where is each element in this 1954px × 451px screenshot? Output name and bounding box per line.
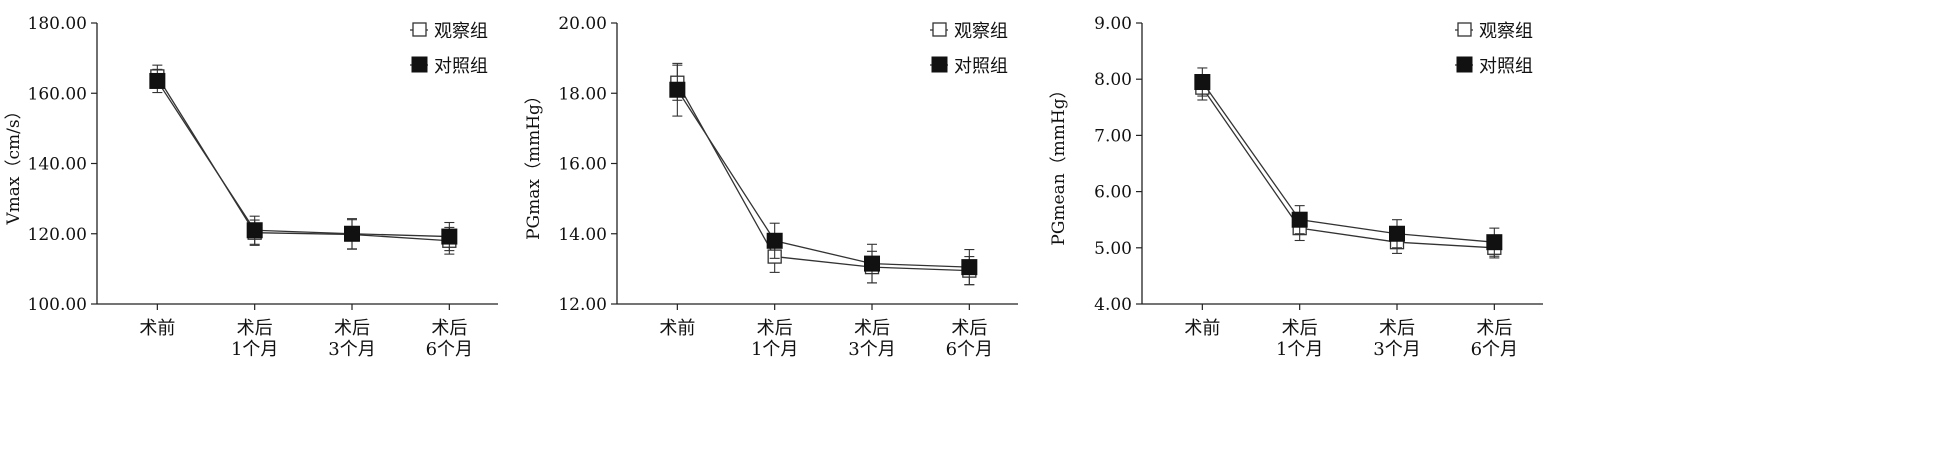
series-line bbox=[676, 82, 970, 272]
x-tick-label: 术前 bbox=[1184, 318, 1220, 339]
legend-marker-open bbox=[1457, 22, 1472, 37]
series-observation bbox=[150, 64, 457, 255]
y-tick-label: 14.00 bbox=[558, 225, 607, 245]
x-tick-label: 术前 bbox=[139, 318, 175, 339]
data-point bbox=[669, 81, 686, 98]
x-tick-label: 术后 bbox=[1282, 318, 1318, 339]
y-tick-label: 20.00 bbox=[558, 14, 607, 34]
data-point bbox=[149, 72, 166, 89]
data-point bbox=[344, 225, 361, 242]
y-tick-label: 180.00 bbox=[28, 14, 87, 34]
data-point bbox=[961, 259, 978, 276]
chart-panel-3: 4.00 5.00 6.00 7.00 8.00 9.00 PGmean（mmHg） 术前 术后… bbox=[1049, 14, 1543, 360]
y-axis-label: PGmean（mmHg） bbox=[1049, 81, 1069, 245]
data-point bbox=[1291, 211, 1308, 228]
y-tick-label: 12.00 bbox=[558, 295, 607, 315]
y-tick-label: 8.00 bbox=[1094, 70, 1132, 90]
x-tick-label: 术后 bbox=[951, 318, 987, 339]
series-control bbox=[1194, 67, 1503, 257]
legend-label-observation: 观察组 bbox=[954, 21, 1008, 42]
series-line bbox=[156, 80, 450, 238]
x-tick-label: 术前 bbox=[659, 318, 695, 339]
x-tick-label: 术后 bbox=[334, 318, 370, 339]
legend-marker-filled bbox=[931, 56, 948, 73]
x-tick-label: 术后 bbox=[237, 318, 273, 339]
data-point bbox=[864, 255, 881, 272]
y-tick-label: 7.00 bbox=[1094, 126, 1132, 146]
y-tick-label: 160.00 bbox=[28, 84, 87, 104]
legend-label-control: 对照组 bbox=[434, 56, 488, 77]
x-tick-label: 3个月 bbox=[328, 339, 375, 360]
x-tick-label: 1个月 bbox=[1276, 339, 1323, 360]
y-tick-label: 120.00 bbox=[28, 225, 87, 245]
chart-panel-1: 100.00 120.00 140.00 160.00 180.00 Vmax（cm/s）… bbox=[4, 14, 498, 360]
legend-label-control: 对照组 bbox=[1479, 56, 1533, 77]
data-point bbox=[766, 232, 783, 249]
legend-marker-filled bbox=[1456, 56, 1473, 73]
x-tick-label: 6个月 bbox=[946, 339, 993, 360]
legend-marker-open bbox=[932, 22, 947, 37]
data-point bbox=[1486, 234, 1503, 251]
y-tick-label: 18.00 bbox=[558, 84, 607, 104]
x-tick-label: 术后 bbox=[431, 318, 467, 339]
x-tick-label: 术后 bbox=[854, 318, 890, 339]
x-tick-label: 1个月 bbox=[751, 339, 798, 360]
data-point bbox=[441, 228, 458, 245]
x-tick-label: 3个月 bbox=[1373, 339, 1420, 360]
y-axis-label: Vmax（cm/s） bbox=[4, 102, 24, 225]
series-line bbox=[676, 89, 970, 268]
data-point bbox=[1389, 225, 1406, 242]
x-tick-label: 1个月 bbox=[231, 339, 278, 360]
x-tick-label: 术后 bbox=[1379, 318, 1415, 339]
x-tick-label: 术后 bbox=[757, 318, 793, 339]
legend-marker-filled bbox=[411, 56, 428, 73]
x-tick-label: 6个月 bbox=[426, 339, 473, 360]
legend-label-observation: 观察组 bbox=[434, 21, 488, 42]
y-tick-label: 5.00 bbox=[1094, 239, 1132, 259]
y-tick-label: 140.00 bbox=[28, 155, 87, 175]
y-tick-label: 100.00 bbox=[28, 295, 87, 315]
x-tick-label: 术后 bbox=[1476, 318, 1512, 339]
y-tick-label: 4.00 bbox=[1094, 295, 1132, 315]
series-control bbox=[669, 62, 978, 286]
y-tick-label: 6.00 bbox=[1094, 183, 1132, 203]
y-tick-label: 16.00 bbox=[558, 155, 607, 175]
legend-label-control: 对照组 bbox=[954, 56, 1008, 77]
legend-label-observation: 观察组 bbox=[1479, 21, 1533, 42]
chart-panel-2: 12.00 14.00 16.00 18.00 20.00 PGmax（mmHg） 术前 术后… bbox=[524, 14, 1018, 360]
y-axis-label: PGmax（mmHg） bbox=[524, 87, 544, 240]
x-tick-label: 3个月 bbox=[848, 339, 895, 360]
series-line bbox=[1201, 87, 1495, 249]
data-point bbox=[246, 222, 263, 239]
legend-marker-open bbox=[412, 22, 427, 37]
series-observation bbox=[1195, 74, 1502, 259]
series-line bbox=[1201, 81, 1495, 243]
y-tick-label: 9.00 bbox=[1094, 14, 1132, 34]
x-tick-label: 6个月 bbox=[1471, 339, 1518, 360]
series-control bbox=[149, 68, 458, 252]
data-point bbox=[1194, 74, 1211, 91]
series-line bbox=[156, 76, 450, 242]
